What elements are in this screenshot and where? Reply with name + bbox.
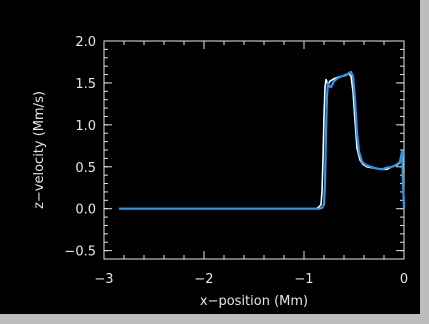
y-tick-label: 1.5	[75, 77, 96, 92]
y-tick-label: 0.0	[75, 203, 96, 218]
x-tick-label: −1	[294, 272, 313, 287]
velocity-chart: −3 −2 −1 0 −0.5 0.0 0.5 1.0 1.5 2.0 x−position (M…	[32, 35, 408, 309]
x-tick-label: −2	[194, 272, 213, 287]
x-tick-label: −3	[94, 272, 113, 287]
x-tick-label: 0	[400, 272, 408, 287]
axes: −3 −2 −1 0 −0.5 0.0 0.5 1.0 1.5 2.0	[64, 35, 408, 287]
y-axis-label: z−velocity (Mm/s)	[32, 91, 47, 209]
plot-frame: −3 −2 −1 0 −0.5 0.0 0.5 1.0 1.5 2.0 x−position (M…	[0, 0, 420, 314]
y-tick-label: 0.5	[75, 161, 96, 176]
series-group	[119, 70, 406, 210]
y-tick-label: 2.0	[75, 35, 96, 50]
series-line-white	[119, 72, 405, 210]
series-line-blue	[119, 70, 406, 210]
x-axis-label: x−position (Mm)	[200, 294, 308, 309]
y-tick-label: 1.0	[75, 119, 96, 134]
y-tick-label: −0.5	[64, 245, 96, 260]
